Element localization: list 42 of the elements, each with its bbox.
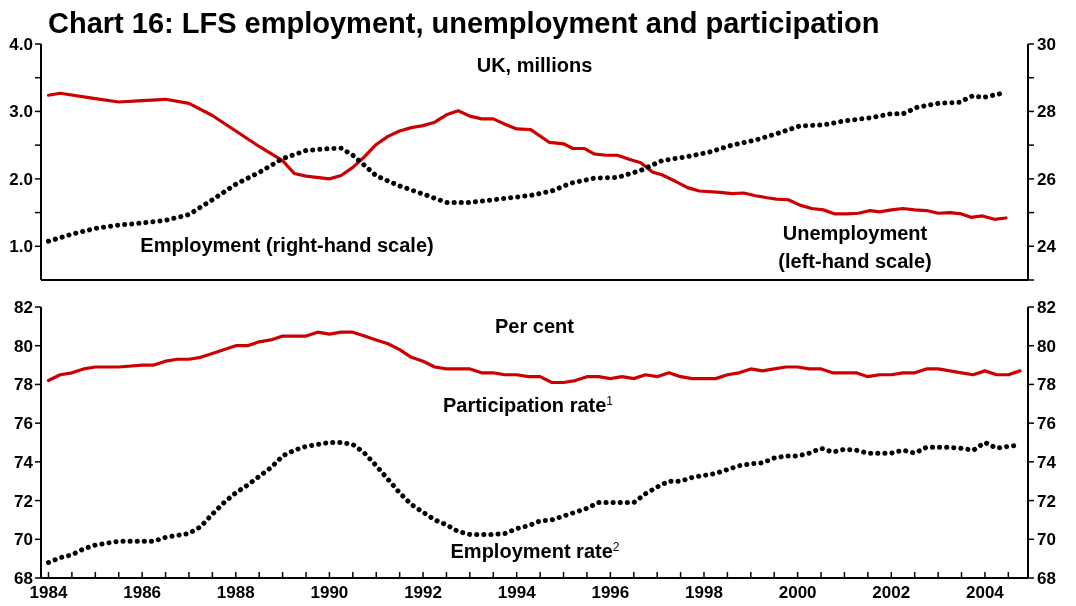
y-tick-label: 2.0	[9, 169, 33, 189]
chart-title: Chart 16: LFS employment, unemployment and participation	[48, 7, 880, 39]
series-label: Unemployment (left-hand scale)	[778, 222, 932, 272]
y2-tick-label: 72	[1037, 491, 1056, 511]
y2-tick-label: 74	[1037, 452, 1057, 472]
x-tick-label: 1994	[497, 583, 537, 602]
y-tick-label: 80	[14, 336, 33, 356]
x-tick-label: 1998	[685, 583, 723, 602]
y-tick-label: 1.0	[9, 237, 33, 257]
series-label: Employment (right-hand scale)	[140, 234, 434, 256]
y-tick-label: 72	[14, 491, 33, 511]
y-tick-label: 4.0	[9, 34, 33, 54]
series-label: Employment rate$^{2}$	[450, 540, 620, 562]
y2-tick-label: 24	[1037, 237, 1057, 257]
x-tick-label: 1986	[123, 583, 162, 602]
y2-tick-label: 76	[1037, 414, 1056, 434]
y-tick-label: 82	[14, 297, 33, 317]
y2-tick-label: 70	[1037, 530, 1056, 550]
y-tick-label: 3.0	[9, 102, 33, 122]
y-tick-label: 74	[14, 452, 34, 472]
chart-subtitle: Per cent	[495, 315, 575, 337]
y2-tick-label: 80	[1037, 336, 1056, 356]
y2-tick-label: 78	[1037, 375, 1056, 395]
x-tick-label: 2002	[872, 583, 911, 602]
y-tick-label: 70	[14, 530, 33, 550]
series-label: Participation rate$^{1}$	[442, 394, 614, 416]
x-tick-label: 1992	[404, 583, 442, 602]
y2-tick-label: 82	[1037, 297, 1056, 317]
y-tick-label: 76	[14, 414, 33, 434]
x-tick-label: 2000	[778, 583, 817, 602]
y2-tick-label: 68	[1037, 568, 1056, 588]
y-tick-label: 78	[14, 375, 33, 395]
text: UK, millions	[476, 54, 593, 76]
x-tick-label: 1988	[216, 583, 255, 602]
line-series	[46, 91, 1008, 221]
y2-tick-label: 26	[1037, 169, 1056, 189]
x-tick-label: 1984	[29, 583, 68, 602]
x-tick-label: 1996	[591, 583, 630, 602]
y2-tick-label: 28	[1037, 102, 1056, 122]
x-tick-label: 1990	[310, 583, 349, 602]
x-tick-label: 2004	[966, 583, 1005, 602]
y2-tick-label: 30	[1037, 34, 1056, 54]
